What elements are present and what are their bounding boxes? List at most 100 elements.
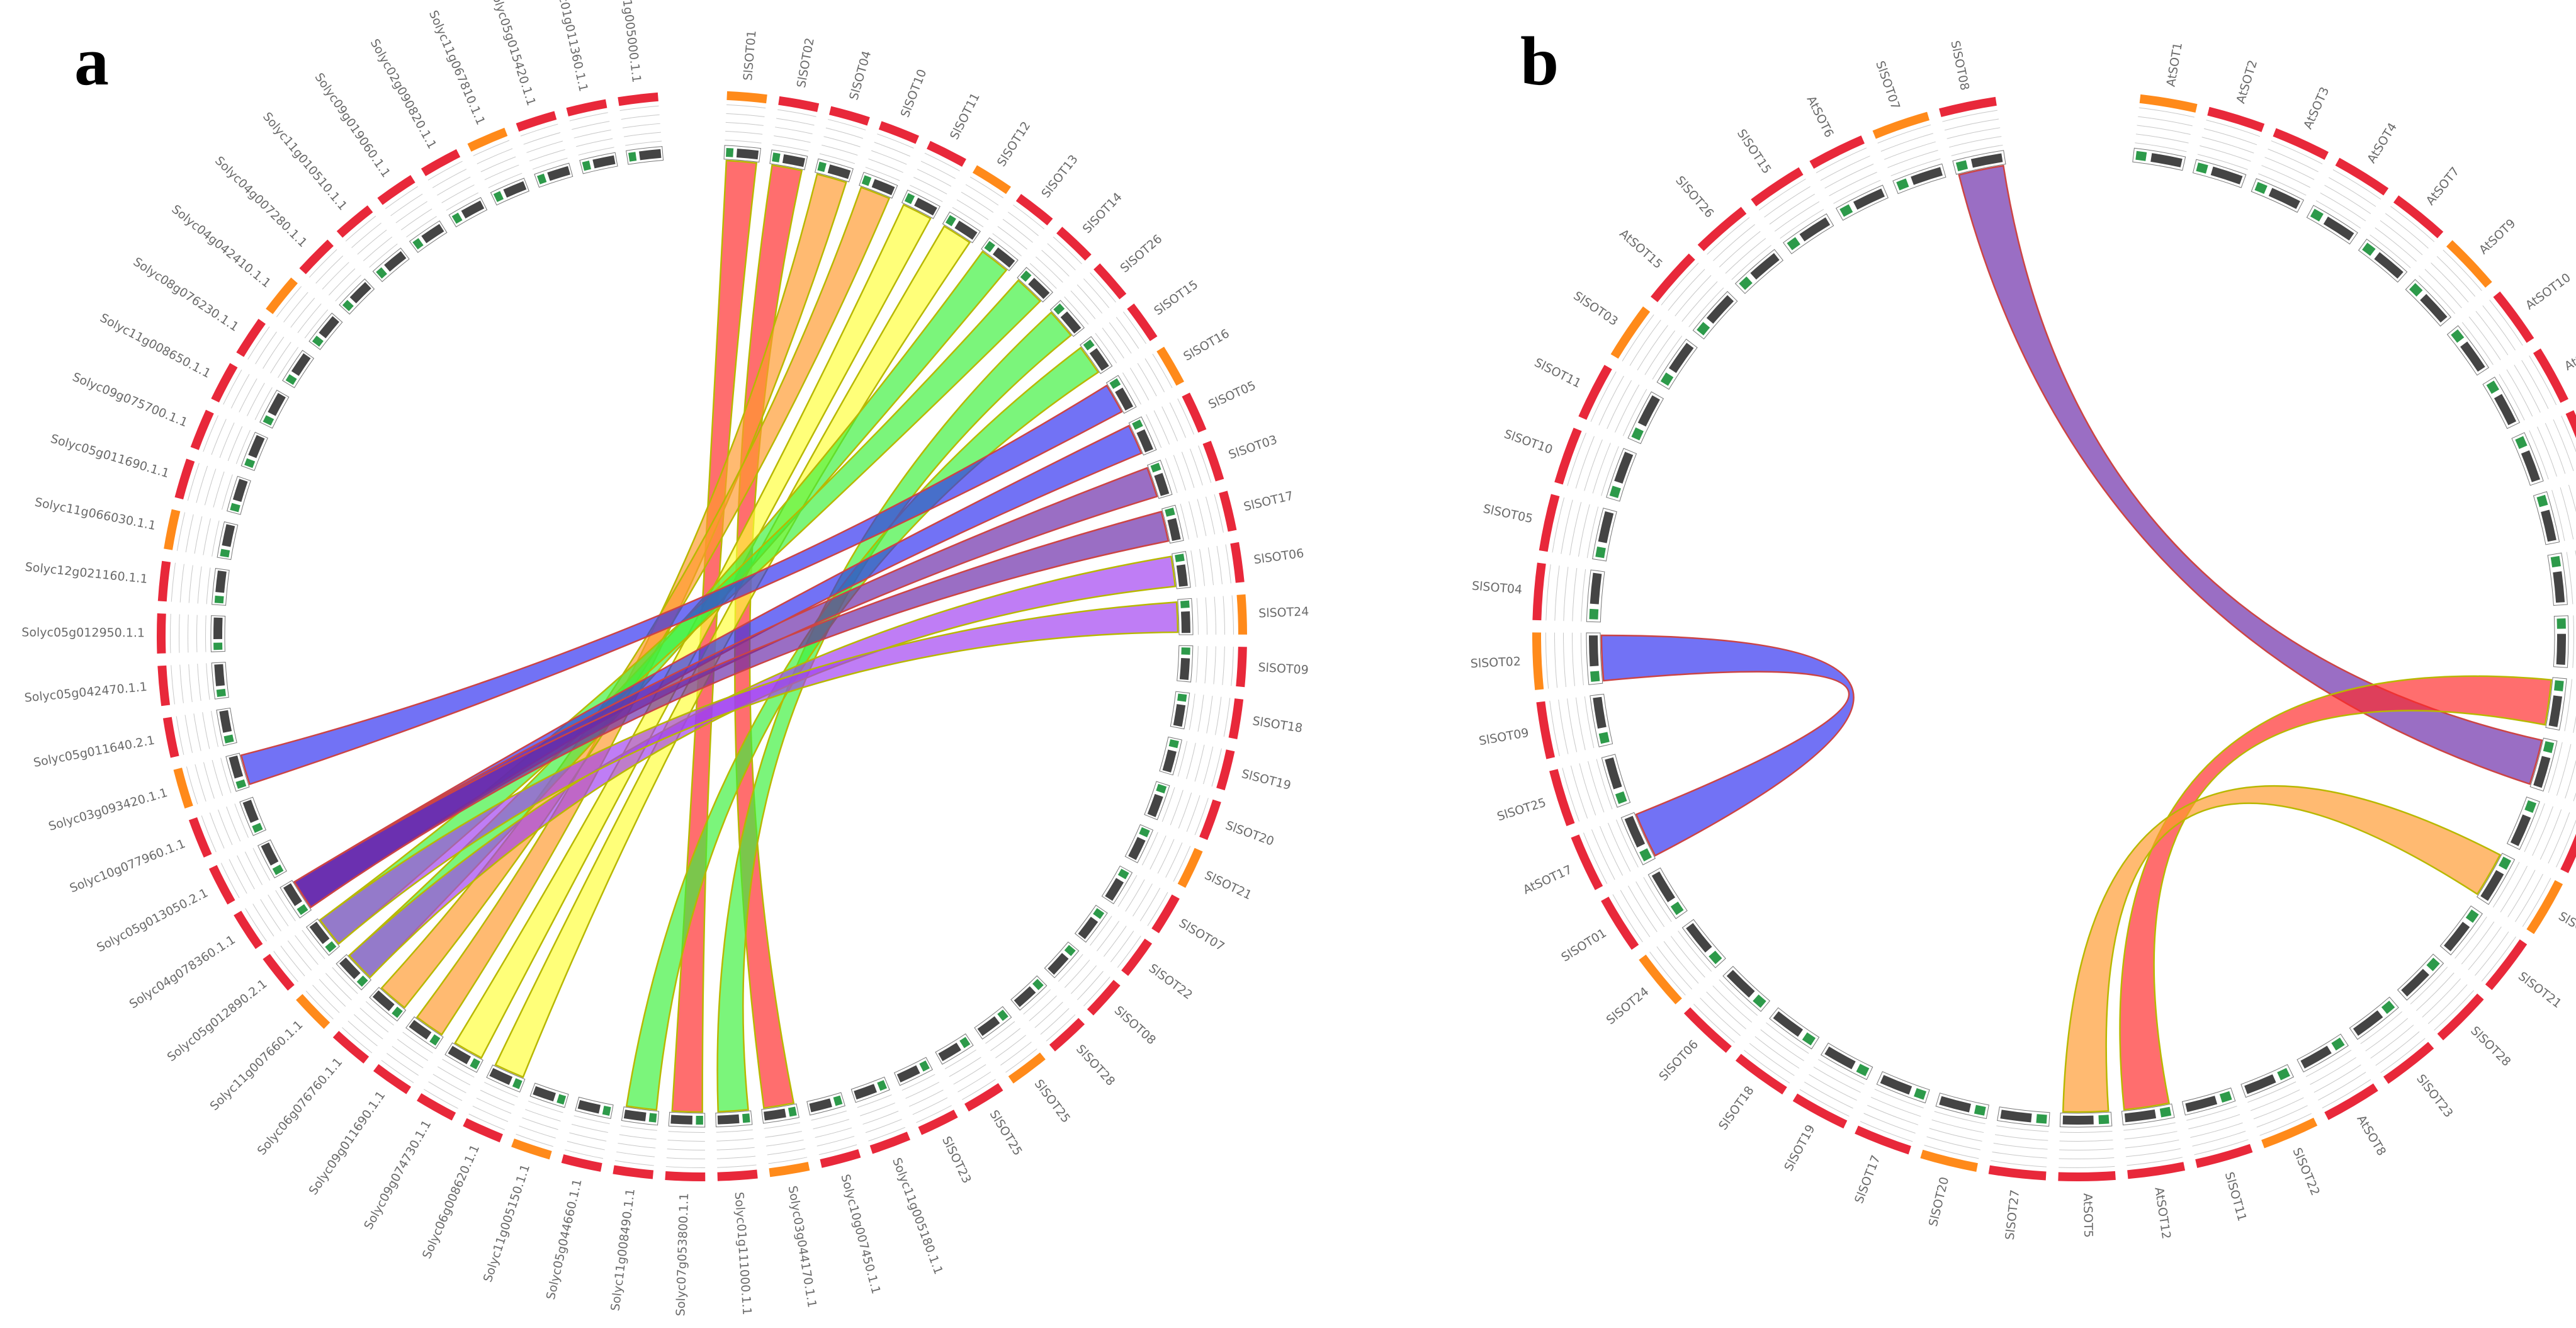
track-ring — [213, 471, 225, 508]
track-ring — [1675, 275, 1712, 317]
motif-mark — [421, 224, 444, 244]
links-a — [240, 159, 1179, 1113]
track-ring — [1194, 798, 1209, 836]
motif-mark — [2499, 856, 2512, 870]
track-ring — [194, 516, 203, 554]
track-ring — [1170, 790, 1183, 826]
node-label: AtSOT10 — [2523, 271, 2573, 313]
track-ring — [667, 1140, 705, 1142]
heat-track — [1920, 1149, 1978, 1172]
track-ring — [1213, 646, 1216, 684]
heat-track — [972, 165, 1011, 195]
motif-mark — [2159, 1106, 2172, 1118]
node-label: Solyc11g008650.1.1 — [98, 311, 213, 381]
motif-mark — [1181, 611, 1190, 633]
track-ring — [1764, 186, 1811, 218]
heat-track — [2533, 348, 2568, 403]
track-ring — [468, 1113, 505, 1130]
links-b — [1600, 164, 2553, 1113]
track-ring — [1204, 646, 1207, 684]
track-ring — [1707, 217, 1750, 255]
motif-mark — [372, 990, 395, 1011]
node-label: SlSOT18 — [1716, 1084, 1757, 1133]
motif-mark — [2420, 293, 2448, 323]
track-ring — [985, 1021, 1015, 1044]
heat-track — [1578, 365, 1612, 420]
motif-mark — [2300, 1045, 2332, 1069]
track-ring — [196, 615, 198, 652]
motif-mark — [2310, 208, 2324, 222]
track-ring — [1622, 314, 1654, 361]
track-ring — [1029, 263, 1057, 289]
heat-track — [463, 1118, 503, 1143]
track-ring — [1637, 325, 1668, 371]
heat-track — [1735, 1053, 1787, 1095]
track-ring — [2138, 107, 2195, 118]
track-ring — [2560, 487, 2574, 540]
track-ring — [2124, 1131, 2178, 1140]
motif-mark — [2244, 1074, 2276, 1094]
track-ring — [1926, 1136, 1981, 1150]
track-ring — [823, 136, 861, 147]
node-label: AtSOT15 — [1617, 227, 1665, 271]
track-ring — [2475, 310, 2509, 356]
motif-mark — [833, 1095, 843, 1106]
track-ring — [2206, 120, 2261, 137]
node-label: Solyc09g011690.1.1 — [306, 1089, 388, 1198]
track-ring — [2380, 1038, 2426, 1074]
track-ring — [1165, 842, 1183, 878]
motif-mark — [2135, 150, 2147, 161]
motif-mark — [2277, 1067, 2290, 1081]
track-ring — [1144, 358, 1165, 392]
heat-track — [377, 175, 415, 205]
track-ring — [1090, 916, 1112, 946]
track-ring — [187, 463, 200, 501]
heat-track — [1639, 955, 1682, 1005]
track-ring — [1584, 439, 1603, 491]
track-ring — [2475, 931, 2509, 976]
track-ring — [472, 1105, 509, 1122]
track-ring — [1173, 455, 1186, 491]
track-ring — [1036, 256, 1063, 283]
motif-mark — [1615, 791, 1627, 804]
track-ring — [188, 664, 193, 702]
track-ring — [2247, 1081, 2296, 1103]
track-ring — [188, 565, 193, 603]
node-label: SlSOT28 — [2468, 1024, 2513, 1069]
heat-track — [1751, 167, 1804, 207]
motif-mark — [914, 198, 937, 216]
motif-mark — [503, 181, 527, 198]
track-ring — [278, 347, 299, 378]
track-ring — [1713, 224, 1755, 261]
track-ring — [332, 967, 358, 994]
track-ring — [529, 149, 565, 162]
heat-track — [174, 458, 195, 500]
track-ring — [816, 1135, 855, 1147]
heat-track — [1151, 894, 1180, 934]
track-ring — [342, 1027, 373, 1053]
motif-mark — [1175, 553, 1185, 562]
node-label: AtSOT4 — [2364, 120, 2400, 166]
track-ring — [772, 144, 809, 152]
track-ring — [275, 890, 296, 921]
node-label: Solyc09g074730.1.1 — [361, 1118, 434, 1232]
motif-mark — [235, 779, 247, 789]
track-ring — [520, 123, 558, 137]
motif-mark — [1168, 739, 1179, 749]
track-ring — [209, 812, 225, 849]
track-ring — [1023, 989, 1051, 1015]
track-ring — [569, 1132, 607, 1142]
track-ring — [2194, 1139, 2249, 1155]
heat-track — [869, 1132, 911, 1154]
track-ring — [1173, 846, 1191, 882]
motif-mark — [1739, 276, 1753, 290]
motif-mark — [1709, 950, 1722, 965]
track-ring — [2264, 157, 2315, 180]
track-ring — [1552, 497, 1565, 553]
node-label: Solyc04g078360.1.1 — [127, 933, 238, 1011]
track-ring — [2419, 275, 2456, 314]
track-ring — [1607, 380, 1632, 429]
motif-mark — [2381, 1001, 2395, 1014]
track-ring — [2481, 936, 2516, 982]
track-ring — [1041, 249, 1070, 277]
